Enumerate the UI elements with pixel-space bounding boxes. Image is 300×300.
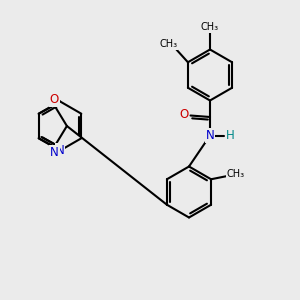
Text: N: N — [56, 144, 64, 157]
Text: H: H — [226, 129, 235, 142]
Text: CH₃: CH₃ — [226, 169, 245, 179]
Text: N: N — [206, 129, 214, 142]
Text: CH₃: CH₃ — [201, 22, 219, 32]
Text: CH₃: CH₃ — [159, 39, 177, 49]
Text: N: N — [50, 146, 59, 159]
Text: O: O — [50, 93, 59, 106]
Text: O: O — [179, 107, 188, 121]
